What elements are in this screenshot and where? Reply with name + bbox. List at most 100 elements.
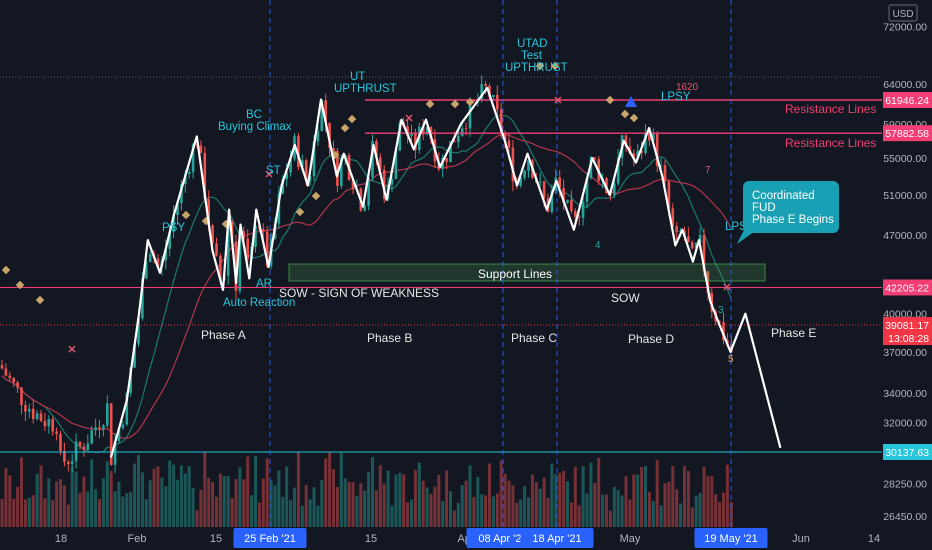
- callout-line-3: Phase E Begins: [752, 214, 834, 226]
- volume-bar: [394, 474, 398, 527]
- volume-bar: [351, 482, 355, 527]
- price-tick-label: 34000.00: [883, 388, 927, 400]
- volume-bar: [277, 470, 281, 527]
- volume-bar: [59, 479, 62, 527]
- time-tick-label: 14: [868, 533, 880, 545]
- candle-body: [137, 318, 140, 344]
- volume-bar: [550, 463, 554, 527]
- candle-body: [246, 238, 249, 260]
- signal-diamond: [15, 280, 25, 290]
- volume-bar: [495, 493, 499, 527]
- candle-body: [616, 157, 620, 184]
- volume-bar: [90, 459, 94, 527]
- volume-bar: [152, 468, 156, 527]
- volume-bar: [546, 497, 550, 527]
- volume-bar: [66, 504, 70, 527]
- volume-bar: [679, 503, 683, 527]
- volume-bar: [285, 466, 289, 527]
- candle-body: [570, 199, 573, 211]
- candle-body: [702, 234, 706, 272]
- candle-body: [67, 461, 70, 465]
- candle-body: [31, 408, 35, 420]
- volume-bar: [675, 489, 679, 527]
- volume-bar: [328, 452, 332, 527]
- st-label: ST: [266, 165, 281, 177]
- candle-body: [499, 109, 503, 134]
- volume-bar: [464, 480, 468, 527]
- time-tick-label: 19 May '21: [704, 533, 757, 545]
- td-count-5: 5: [728, 354, 734, 365]
- volume-bar: [133, 463, 137, 527]
- volume-bar: [519, 499, 523, 527]
- volume-bar: [577, 505, 581, 527]
- candle-body: [480, 83, 483, 101]
- candle-body: [226, 221, 230, 276]
- volume-bar: [507, 480, 511, 527]
- volume-bar: [484, 495, 488, 527]
- volume-bar: [542, 477, 546, 527]
- volume-bar: [226, 475, 230, 527]
- sow-sign-label: SOW - SIGN OF WEAKNESS: [279, 286, 439, 300]
- price-tag-label: 42205.22: [885, 282, 929, 294]
- volume-bar: [156, 466, 160, 527]
- candle-body: [457, 135, 460, 143]
- volume-bar: [706, 476, 710, 527]
- volume-bar: [304, 485, 308, 527]
- candle-body: [675, 226, 678, 233]
- volume-bar: [218, 473, 222, 527]
- candle-body: [464, 128, 468, 130]
- candle-body: [351, 179, 355, 190]
- volume-bar: [179, 465, 183, 527]
- candle-body: [648, 132, 651, 141]
- candle-body: [43, 421, 47, 427]
- volume-bar: [624, 476, 628, 527]
- volume-bar: [289, 499, 293, 527]
- support-lines-label: Support Lines: [478, 267, 552, 281]
- candle-body: [624, 135, 628, 147]
- utad-test-label: Test: [521, 50, 543, 62]
- candle-body: [659, 165, 663, 167]
- volume-bar: [265, 458, 269, 527]
- candle-body: [234, 241, 238, 291]
- volume-bar: [211, 482, 215, 527]
- time-axis-bg[interactable]: [0, 527, 882, 550]
- date-highlight[interactable]: [520, 528, 594, 548]
- candle-body: [301, 160, 304, 167]
- candle-body: [324, 100, 327, 123]
- candle-body: [242, 231, 246, 239]
- volume-bar: [562, 470, 566, 527]
- volume-bar: [429, 493, 433, 527]
- volume-bar: [109, 470, 113, 527]
- date-highlight[interactable]: [694, 528, 768, 548]
- price-tag-label: 30137.63: [885, 447, 929, 459]
- candle-body: [379, 157, 382, 170]
- date-highlight[interactable]: [233, 528, 307, 548]
- candle-body: [39, 413, 43, 422]
- candle-body: [297, 136, 300, 167]
- price-tick-label: 37000.00: [883, 347, 927, 359]
- volume-bar: [105, 461, 109, 527]
- candle-body: [316, 130, 320, 142]
- volume-bar: [257, 502, 261, 527]
- support-zone: [288, 263, 766, 282]
- candle-body: [558, 177, 561, 188]
- candle-body: [262, 229, 265, 232]
- candle-body: [304, 160, 308, 182]
- volume-bar: [27, 497, 31, 527]
- candle-body: [74, 441, 78, 462]
- signal-diamond: [295, 207, 305, 217]
- candle-body: [98, 427, 101, 430]
- fud-callout: Coordinated FUD Phase E Begins: [737, 181, 839, 244]
- time-tick-label: 08 Apr '21: [478, 533, 527, 545]
- candle-body: [667, 181, 671, 209]
- volume-bar: [312, 487, 316, 527]
- volume-bar: [491, 496, 495, 527]
- volume-bar: [191, 487, 195, 527]
- volume-bar: [55, 481, 59, 527]
- volume-bar: [390, 505, 394, 527]
- td-count-16: 16: [676, 82, 688, 93]
- signal-cross: [265, 170, 273, 178]
- signal-cross: [723, 283, 731, 291]
- volume-bar: [605, 494, 608, 527]
